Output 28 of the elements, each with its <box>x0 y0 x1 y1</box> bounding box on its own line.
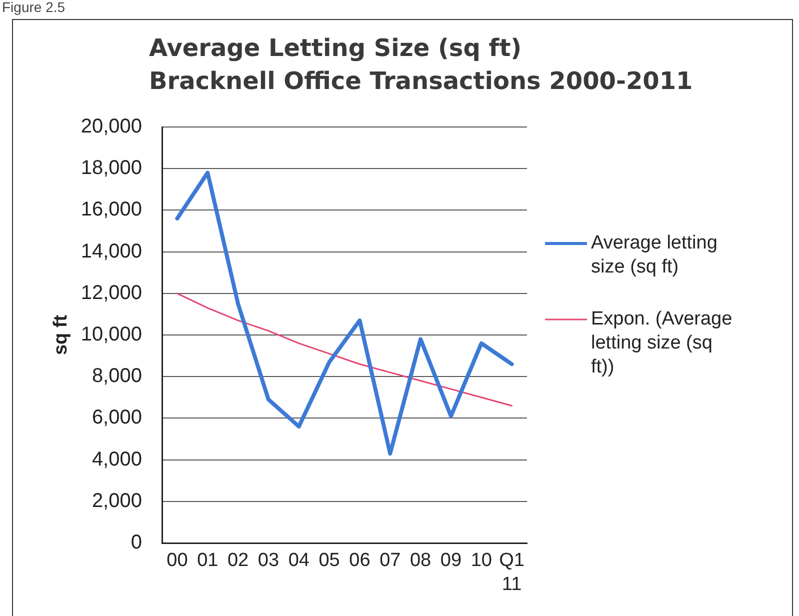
y-tick-label: 6,000 <box>92 406 142 429</box>
x-tick-label: 04 <box>288 550 310 572</box>
legend-label: Average letting size (sq ft) <box>591 232 718 278</box>
y-tick-label: 14,000 <box>80 240 142 262</box>
x-tick-label: 08 <box>410 550 432 572</box>
legend-label: Expon. (Average letting size (sq ft)) <box>591 308 732 378</box>
chart-title: Average Letting Size (sq ft) Bracknell Office Transactions 2000-2011 <box>149 34 693 96</box>
x-tick-label: 10 <box>470 550 492 572</box>
y-tick-label: 8,000 <box>92 365 142 388</box>
y-tick-label: 18,000 <box>80 157 142 180</box>
y-tick-label: 16,000 <box>80 198 142 221</box>
y-tick-label: 20,000 <box>80 116 142 138</box>
x-tick-label: 00 <box>166 550 188 572</box>
y-tick-label: 0 <box>130 532 142 554</box>
x-tick-label: 06 <box>349 550 370 572</box>
y-tick-label: 10,000 <box>80 324 142 346</box>
x-tick-label: 07 <box>380 550 401 572</box>
x-tick-label: 02 <box>227 550 249 572</box>
y-tick-label: 2,000 <box>92 490 142 512</box>
y-axis-title: sq ft <box>50 314 72 356</box>
x-tick-label: 01 <box>197 550 218 572</box>
x-tick-label: Q1 11 <box>499 550 524 595</box>
x-tick-label: 09 <box>440 550 462 572</box>
x-tick-label: 05 <box>318 550 340 572</box>
y-tick-label: 12,000 <box>80 282 142 304</box>
caption: Figure 2.5 <box>2 0 66 15</box>
y-tick-label: 4,000 <box>92 448 142 470</box>
x-tick-label: 03 <box>258 550 280 572</box>
